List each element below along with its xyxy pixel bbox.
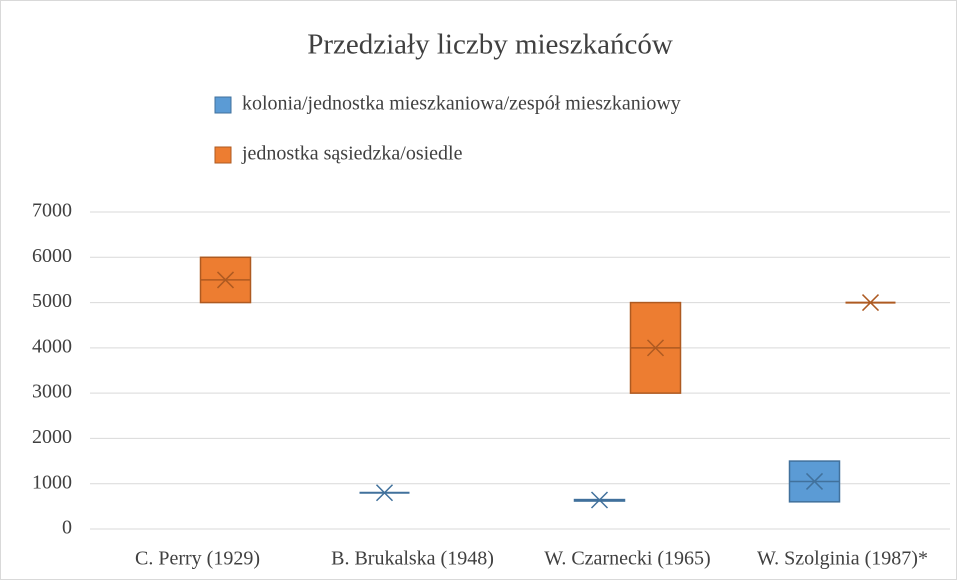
mean-marker [375, 484, 394, 502]
x-tick-label: C. Perry (1929) [135, 548, 260, 570]
chart-title: Przedziały liczby mieszkańców [307, 29, 673, 61]
y-tick-label: 4000 [32, 335, 72, 357]
y-tick-label: 2000 [32, 426, 72, 448]
x-tick-label: W. Czarnecki (1965) [544, 548, 710, 570]
x-tick-label: W. Szolginia (1987)* [757, 548, 928, 570]
y-tick-label: 6000 [32, 245, 72, 267]
mean-marker [805, 472, 824, 490]
legend-swatch [214, 96, 232, 114]
legend-label: jednostka sąsiedzka/osiedle [241, 143, 463, 165]
y-tick-label: 1000 [32, 471, 72, 493]
y-tick-label: 0 [62, 517, 72, 539]
x-tick-label: B. Brukalska (1948) [331, 548, 494, 570]
y-tick-label: 7000 [32, 200, 72, 222]
y-tick-label: 3000 [32, 381, 72, 403]
y-tick-label: 5000 [32, 290, 72, 312]
legend-swatch [214, 146, 232, 164]
mean-marker [590, 491, 609, 509]
legend-label: kolonia/jednostka mieszkaniowa/zespół mi… [242, 93, 681, 115]
mean-marker [646, 339, 665, 357]
mean-marker [861, 294, 880, 312]
mean-marker [216, 271, 235, 289]
